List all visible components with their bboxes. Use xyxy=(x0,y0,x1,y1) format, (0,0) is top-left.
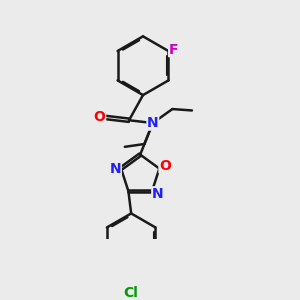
Text: N: N xyxy=(147,116,159,130)
Text: F: F xyxy=(169,43,178,57)
Text: O: O xyxy=(159,159,171,173)
Text: N: N xyxy=(110,162,121,176)
Text: N: N xyxy=(152,187,164,201)
Text: O: O xyxy=(94,110,106,124)
Text: Cl: Cl xyxy=(124,286,139,300)
